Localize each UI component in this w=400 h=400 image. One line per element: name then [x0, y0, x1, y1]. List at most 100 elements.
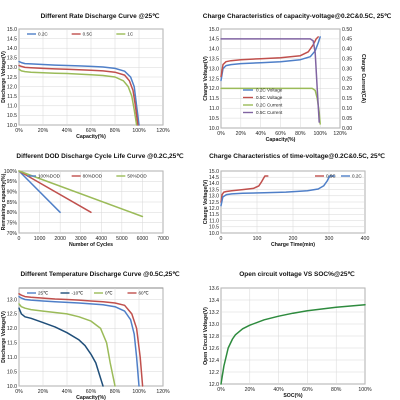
chart-title: Different Temperature Discharge Curve @0…: [20, 270, 180, 278]
x-tick-label: 2000: [54, 236, 66, 242]
y-tick-label: 13.5: [209, 187, 219, 193]
y-axis-label: Discharge Voltage(V): [1, 311, 7, 363]
series-line-1: [18, 60, 140, 126]
y-tick-label: 10.0: [7, 384, 17, 390]
y-tick-label: 12.0: [209, 206, 219, 212]
x-tick-label: 120%: [156, 389, 170, 395]
x-axis-label: Charge Time(min): [271, 242, 315, 248]
y-axis-label: Charge Voltage(V): [203, 56, 209, 101]
legend-entry: 0.5C Voltage: [256, 95, 283, 100]
y-tick-label: 12.0: [209, 86, 219, 92]
x-axis-label: Capacity(%): [266, 137, 296, 143]
chart-2: Charge Characteristics of capacity-volta…: [203, 12, 392, 143]
y2-tick-label: 0.30: [342, 66, 352, 72]
y2-tick-label: 0.10: [342, 106, 352, 112]
x-tick-label: 120%: [333, 131, 347, 137]
chart-1: Different Rate Discharge Curve @25℃ 10.0 1…: [1, 12, 170, 140]
x-tick-label: 0%: [15, 389, 23, 395]
y-tick-label: 13.5: [7, 56, 17, 62]
legend-entry: 0.2C Current: [256, 103, 283, 108]
chart-4: Charge Characteristics of time-voltage@0…: [203, 152, 386, 248]
y-tick-label: 10.0: [209, 231, 219, 237]
x-tick-label: 20%: [236, 131, 247, 137]
y-tick-label: 12.5: [209, 76, 219, 82]
y-tick-label: 12.5: [7, 75, 17, 81]
y-tick-label: 12.6: [209, 346, 219, 352]
y-tick-label: 12.4: [209, 358, 219, 364]
y-tick-label: 13.6: [209, 286, 219, 292]
y-tick-label: 11.0: [7, 355, 17, 361]
y-tick-label: 70%: [7, 231, 18, 237]
y-tick-label: 11.5: [209, 96, 219, 102]
series-line-1: [220, 175, 269, 203]
series-line-2: [18, 64, 139, 126]
chart-title: Different Rate Discharge Curve @25℃: [41, 12, 160, 20]
x-axis-label: SOC(%): [283, 393, 303, 399]
x-axis-label: Capacity(%): [76, 134, 106, 140]
y-tick-label: 11.0: [7, 104, 17, 110]
y-tick-label: 10.5: [209, 116, 219, 122]
y-tick-label: 11.5: [7, 94, 17, 100]
y2-tick-label: 0.05: [342, 116, 352, 122]
y2-tick-label: 0.25: [342, 76, 352, 82]
series-line-4: [18, 293, 144, 387]
x-tick-label: 100: [253, 236, 262, 242]
x-tick-label: 80%: [331, 387, 342, 393]
series-line-3: [18, 170, 144, 218]
y-axis-label: Remaining capacity(%): [1, 173, 7, 230]
y-tick-label: 11.5: [209, 212, 219, 218]
y-tick-label: 12.0: [7, 84, 17, 90]
y-tick-label: 13.2: [209, 310, 219, 316]
chart-title: Open circuit voltage VS SOC%@25℃: [239, 270, 355, 278]
x-tick-label: 40%: [273, 387, 284, 393]
legend-entry: 0℃: [105, 291, 114, 296]
x-tick-label: 20%: [245, 387, 256, 393]
chart-title: Different DOD Discharge Cycle Life Curve…: [16, 152, 184, 160]
series-line-2: [18, 307, 104, 387]
y-tick-label: 10.5: [7, 369, 17, 375]
y-tick-label: 11.0: [209, 106, 219, 112]
x-tick-label: 20%: [38, 389, 49, 395]
x-tick-label: 80%: [110, 389, 121, 395]
x-tick-label: 20%: [38, 128, 49, 134]
y-tick-label: 80%: [7, 210, 18, 216]
y-tick-label: 12.5: [7, 312, 17, 318]
y-tick-label: 100%: [4, 169, 18, 175]
legend-entry: 0.5C: [83, 32, 93, 37]
x-axis-label: Capacity(%): [76, 395, 106, 400]
y-tick-label: 14.5: [209, 175, 219, 181]
y-tick-label: 12.2: [209, 370, 219, 376]
y-tick-label: 10.0: [7, 123, 17, 129]
x-tick-label: 200: [289, 236, 298, 242]
x-tick-label: 4000: [96, 236, 108, 242]
y2-tick-label: 0.20: [342, 86, 352, 92]
series-line-3: [18, 303, 116, 387]
x-tick-label: 80%: [295, 131, 306, 137]
legend-entry: 0.5C Current: [256, 110, 283, 115]
x-tick-label: 400: [361, 236, 370, 242]
x-tick-label: 40%: [62, 128, 73, 134]
x-tick-label: 60%: [86, 128, 97, 134]
x-tick-label: 5000: [116, 236, 128, 242]
y-tick-label: 11.0: [209, 218, 219, 224]
series-line-1: [18, 170, 61, 214]
x-tick-label: 60%: [302, 387, 313, 393]
y-tick-label: 12.0: [7, 326, 17, 332]
series-line-2: [18, 170, 92, 214]
legend-entry: 60℃: [139, 291, 150, 296]
x-tick-label: 0: [220, 236, 223, 242]
y2-tick-label: 0.40: [342, 47, 352, 53]
y2-axis-label: Charge Current(CA): [360, 54, 366, 103]
legend-entry: 0.2C: [352, 174, 362, 179]
chart-title: Charge Characteristics of capacity-volta…: [203, 12, 392, 20]
series-line-2: [220, 175, 336, 207]
y-tick-label: 10.0: [209, 126, 219, 132]
y-axis-label: Charge Voltage(V): [203, 179, 209, 224]
y2-tick-label: 0.45: [342, 37, 352, 43]
y-tick-label: 13.0: [209, 194, 219, 200]
series-line-4: [220, 38, 320, 123]
y-tick-label: 14.0: [209, 181, 219, 187]
x-tick-label: 1000: [34, 236, 46, 242]
y-tick-label: 90%: [7, 189, 18, 195]
x-tick-label: 7000: [157, 236, 169, 242]
